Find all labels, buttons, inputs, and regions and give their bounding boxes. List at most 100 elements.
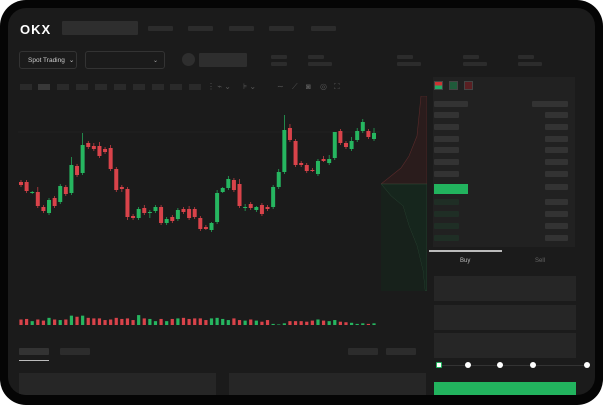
ask-price — [434, 159, 459, 165]
volume-bar — [305, 321, 309, 325]
timeframe-button[interactable] — [76, 84, 88, 90]
volume-bar — [25, 318, 29, 325]
price-input[interactable] — [434, 276, 576, 301]
book-asks-icon[interactable] — [464, 81, 473, 90]
nav-item[interactable] — [188, 26, 213, 31]
timeframe-button-active[interactable] — [38, 84, 50, 90]
price-placeholder — [199, 53, 247, 67]
candle-body — [360, 122, 365, 131]
candle-body — [209, 223, 214, 230]
slider-stop[interactable] — [530, 362, 536, 368]
volume-bar — [86, 317, 90, 325]
total-input[interactable] — [434, 333, 576, 358]
slider-handle[interactable] — [436, 362, 442, 368]
ask-price — [434, 112, 459, 118]
okx-logo[interactable]: OKX — [20, 22, 52, 37]
candle-body — [142, 208, 147, 213]
volume-bar — [165, 321, 169, 325]
indicator-icon[interactable]: ⊧ ⌄ — [243, 82, 257, 91]
candle-body — [187, 209, 192, 218]
timeframe-button[interactable] — [189, 84, 201, 90]
timeframe-button[interactable] — [133, 84, 145, 90]
candle-body — [75, 166, 80, 175]
ask-amount — [545, 184, 568, 190]
volume-bar — [310, 320, 314, 325]
stat-value — [463, 62, 487, 66]
timeframe-button[interactable] — [20, 84, 32, 90]
candlestick-chart[interactable] — [8, 8, 428, 338]
stat-label — [271, 55, 287, 59]
stat-label — [518, 55, 534, 59]
volume-bar — [316, 319, 320, 325]
volume-bar — [142, 318, 146, 325]
timeframe-button[interactable] — [95, 84, 107, 90]
candle-body — [192, 209, 197, 217]
candle-body — [125, 189, 130, 217]
bid-amount — [545, 235, 568, 241]
market-type-dropdown[interactable]: Spot Trading ⌄ — [19, 51, 77, 69]
volume-bar — [349, 322, 354, 325]
volume-bar — [271, 323, 275, 325]
settings-icon[interactable]: ◎ — [320, 82, 327, 91]
volume-bar — [361, 323, 365, 325]
nav-item[interactable] — [229, 26, 254, 31]
volume-bar — [338, 321, 342, 325]
camera-icon[interactable]: ◙ — [306, 82, 311, 91]
amount-input[interactable] — [434, 305, 576, 330]
stat-label — [397, 55, 413, 59]
trading-screen: OKX Spot Trading ⌄ ⌄ ⋮ ⌁ ⌄ ⊧ ⌄ ∼ ⟋ ◙ ◎ ⛶ — [8, 8, 595, 395]
volume-bar — [170, 318, 174, 325]
last-price-highlight — [434, 184, 468, 194]
nav-item[interactable] — [269, 26, 294, 31]
candle-body — [114, 169, 119, 190]
candle-body — [304, 165, 309, 171]
filter-button[interactable] — [386, 348, 416, 355]
slider-stop[interactable] — [584, 362, 590, 368]
book-header-price — [434, 101, 468, 107]
amount-slider-track[interactable] — [438, 365, 588, 366]
candle-body — [35, 192, 40, 206]
ruler-icon[interactable]: ⟋ — [292, 82, 298, 91]
ask-amount — [545, 112, 568, 118]
pair-dropdown[interactable]: ⌄ — [85, 51, 165, 69]
book-both-icon[interactable] — [434, 81, 443, 90]
assets-panel — [229, 373, 426, 395]
buy-submit-button[interactable] — [434, 382, 576, 395]
nav-item[interactable] — [311, 26, 336, 31]
timeframe-button[interactable] — [170, 84, 182, 90]
depth-bids-fill — [381, 184, 427, 291]
volume-bar — [159, 318, 163, 325]
candle-body — [19, 182, 23, 185]
volume-bar — [293, 321, 298, 325]
ask-amount — [545, 136, 568, 142]
timeframe-button[interactable] — [114, 84, 126, 90]
filter-button[interactable] — [348, 348, 378, 355]
volume-bar — [53, 319, 57, 325]
coin-icon — [182, 53, 195, 66]
volume-bar — [299, 321, 303, 325]
candle-body — [226, 179, 231, 188]
book-bids-icon[interactable] — [449, 81, 458, 90]
tab-buy[interactable]: Buy — [460, 258, 471, 264]
volume-bar — [97, 318, 102, 325]
timeframe-button[interactable] — [152, 84, 164, 90]
chart-type-icon[interactable]: ⋮ ⌁ ⌄ — [207, 82, 231, 91]
candle-body — [91, 146, 96, 149]
candle-body — [372, 133, 376, 139]
tab-sell[interactable]: Sell — [535, 258, 546, 264]
candle-body — [86, 143, 91, 147]
slider-stop[interactable] — [465, 362, 471, 368]
volume-bar — [209, 318, 214, 325]
search-placeholder[interactable] — [62, 21, 138, 35]
bid-price — [434, 211, 459, 217]
timeframe-button[interactable] — [57, 84, 69, 90]
orders-tab-active[interactable] — [19, 348, 49, 355]
orders-tab[interactable] — [60, 348, 90, 355]
candle-body — [276, 172, 281, 187]
candle-body — [164, 219, 169, 223]
nav-item[interactable] — [148, 26, 173, 31]
slider-stop[interactable] — [497, 362, 503, 368]
fullscreen-icon[interactable]: ⛶ — [334, 82, 340, 91]
candle-body — [103, 149, 108, 152]
line-tool-icon[interactable]: ∼ — [277, 82, 284, 91]
